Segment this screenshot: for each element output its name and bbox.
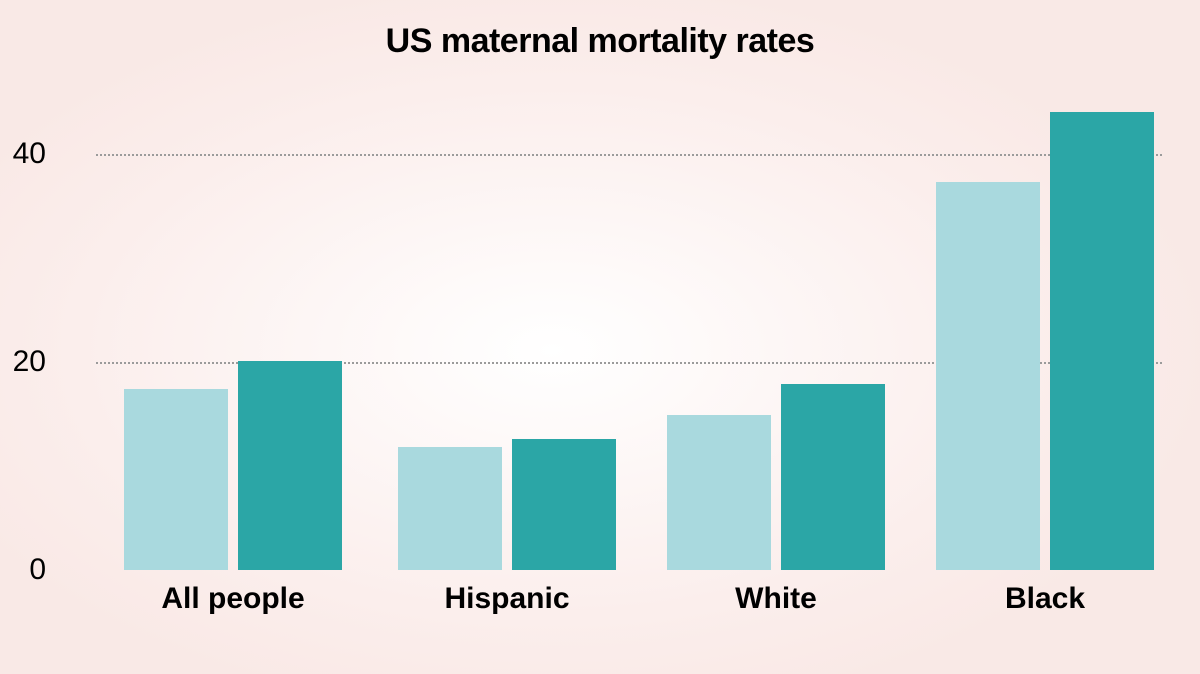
ytick-0: 0 — [0, 553, 46, 587]
bar-all-series1 — [238, 361, 342, 570]
bar-group-white — [667, 102, 885, 570]
xlabel-hispanic: Hispanic — [444, 582, 569, 616]
xlabel-white: White — [735, 582, 817, 616]
bar-white-series1 — [781, 384, 885, 570]
ytick-20: 20 — [0, 345, 46, 379]
bar-hispanic-series0 — [398, 447, 502, 570]
bar-group-all — [124, 102, 342, 570]
chart-title: US maternal mortality rates — [0, 22, 1200, 61]
bar-group-black — [936, 102, 1154, 570]
xlabel-all: All people — [161, 582, 304, 616]
ytick-40: 40 — [0, 137, 46, 171]
bar-hispanic-series1 — [512, 439, 616, 570]
plot-area: 40 20 0 — [96, 102, 1162, 570]
bar-black-series0 — [936, 182, 1040, 570]
bar-all-series0 — [124, 389, 228, 570]
xlabel-black: Black — [1005, 582, 1085, 616]
bar-group-hispanic — [398, 102, 616, 570]
bar-black-series1 — [1050, 112, 1154, 570]
bar-white-series0 — [667, 415, 771, 570]
